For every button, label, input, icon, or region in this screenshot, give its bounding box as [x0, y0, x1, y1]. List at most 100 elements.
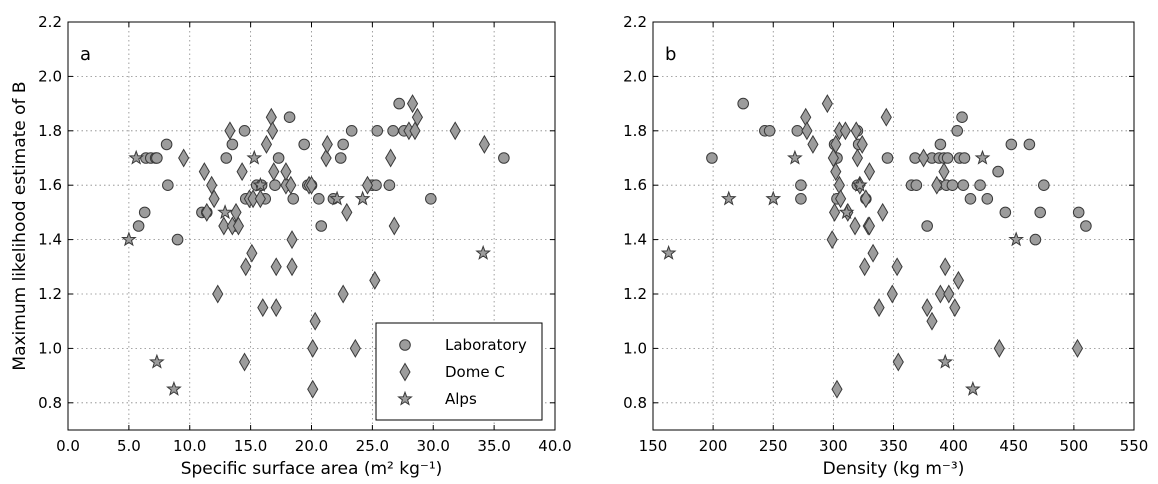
data-point-dome-c	[406, 94, 419, 114]
y-tick-label: 2.2	[38, 13, 62, 31]
x-tick-label: 450	[999, 437, 1028, 455]
data-point-laboratory	[737, 97, 749, 110]
data-point-laboratory	[132, 220, 145, 232]
data-point-dome-c	[208, 189, 220, 209]
data-point-dome-c	[856, 134, 868, 154]
data-point-alps	[354, 190, 371, 206]
data-point-laboratory	[425, 193, 437, 205]
x-tick-label: 0.0	[56, 437, 80, 455]
data-point-laboratory	[393, 97, 405, 110]
data-point-dome-c	[877, 202, 889, 222]
data-point-dome-c	[828, 202, 841, 222]
data-point-dome-c	[949, 298, 961, 318]
data-point-dome-c	[232, 216, 245, 236]
data-point-dome-c	[943, 284, 955, 304]
y-tick-label: 2.2	[623, 13, 647, 31]
panel-b-markers	[660, 94, 1092, 399]
data-point-alps	[974, 149, 991, 165]
data-point-dome-c	[285, 175, 297, 195]
data-point-dome-c	[826, 230, 838, 250]
x-tick-label: 200	[699, 437, 728, 455]
panel-b: 150 200 250 300 350 400 450 500 550 0.8 1.0 1.2 1.4 1…	[623, 13, 1148, 479]
data-point-laboratory	[151, 152, 163, 164]
data-point-dome-c	[265, 107, 277, 127]
data-point-laboratory	[162, 179, 174, 191]
data-point-dome-c	[349, 338, 361, 358]
x-tick-label: 300	[819, 437, 848, 455]
data-point-laboratory	[287, 193, 300, 205]
data-point-dome-c	[307, 379, 319, 399]
data-point-laboratory	[956, 111, 968, 123]
y-tick-label: 1.0	[623, 339, 647, 357]
data-point-alps	[128, 149, 145, 165]
data-point-alps	[149, 353, 165, 369]
data-point-dome-c	[270, 298, 282, 318]
data-point-alps	[660, 244, 677, 260]
data-point-dome-c	[238, 352, 251, 372]
data-point-laboratory	[763, 125, 776, 137]
data-point-dome-c	[939, 257, 951, 277]
data-point-laboratory	[981, 193, 994, 205]
data-point-dome-c	[240, 257, 252, 277]
y-tick-label: 2.0	[623, 67, 647, 85]
data-point-laboratory	[706, 152, 718, 164]
data-point-dome-c	[849, 216, 861, 236]
data-point-laboratory	[795, 179, 807, 191]
data-point-dome-c	[388, 216, 400, 236]
data-point-laboratory	[934, 138, 947, 151]
legend-label-alps: Alps	[445, 390, 477, 408]
data-point-dome-c	[800, 107, 812, 127]
data-point-dome-c	[268, 162, 280, 182]
data-point-dome-c	[224, 121, 236, 141]
data-point-dome-c	[254, 189, 266, 209]
data-point-dome-c	[280, 162, 292, 182]
data-point-laboratory	[957, 179, 970, 191]
data-point-dome-c	[201, 202, 213, 222]
data-point-dome-c	[385, 148, 397, 168]
data-point-laboratory	[921, 220, 933, 232]
data-point-alps	[787, 149, 803, 165]
data-point-dome-c	[863, 216, 876, 236]
panel-a: 0.0 5.0 10.0 15.0 20.0 25.0 30.0 35.0 40.0 0.8 1.0…	[10, 13, 572, 479]
data-point-laboratory	[1005, 138, 1018, 151]
x-tick-label: 20.0	[295, 437, 328, 455]
data-point-alps	[252, 176, 269, 192]
data-point-laboratory	[272, 152, 285, 164]
data-point-dome-c	[320, 148, 332, 168]
data-point-dome-c	[934, 284, 946, 304]
data-point-laboratory	[138, 206, 151, 219]
data-point-dome-c	[478, 134, 490, 154]
data-point-laboratory	[383, 179, 396, 191]
data-point-laboratory	[881, 152, 894, 164]
data-point-dome-c	[341, 202, 353, 222]
data-point-dome-c	[891, 257, 903, 277]
data-point-dome-c	[307, 338, 319, 358]
data-point-laboratory	[171, 233, 184, 246]
x-tick-label: 550	[1120, 437, 1149, 455]
data-point-dome-c	[880, 107, 892, 127]
data-point-dome-c	[917, 148, 930, 168]
y-tick-label: 1.2	[623, 285, 647, 303]
data-point-dome-c	[260, 134, 273, 154]
data-point-dome-c	[830, 162, 842, 182]
panel-b-label: b	[665, 44, 676, 65]
data-point-dome-c	[236, 162, 248, 182]
data-point-dome-c	[850, 121, 862, 141]
data-point-laboratory	[283, 111, 296, 123]
data-point-laboratory	[1080, 220, 1092, 232]
data-point-dome-c	[246, 243, 258, 263]
data-point-dome-c	[830, 134, 842, 154]
data-point-alps	[246, 149, 263, 165]
data-point-dome-c	[938, 162, 950, 182]
data-point-alps	[166, 380, 182, 396]
data-point-laboratory	[946, 179, 959, 191]
x-tick-label: 25.0	[356, 437, 389, 455]
data-point-dome-c	[270, 257, 282, 277]
data-point-dome-c	[867, 243, 879, 263]
data-point-laboratory	[298, 138, 310, 151]
data-point-dome-c	[860, 189, 872, 209]
data-point-dome-c	[926, 311, 938, 331]
data-point-laboratory	[941, 152, 954, 164]
data-point-dome-c	[218, 216, 230, 236]
